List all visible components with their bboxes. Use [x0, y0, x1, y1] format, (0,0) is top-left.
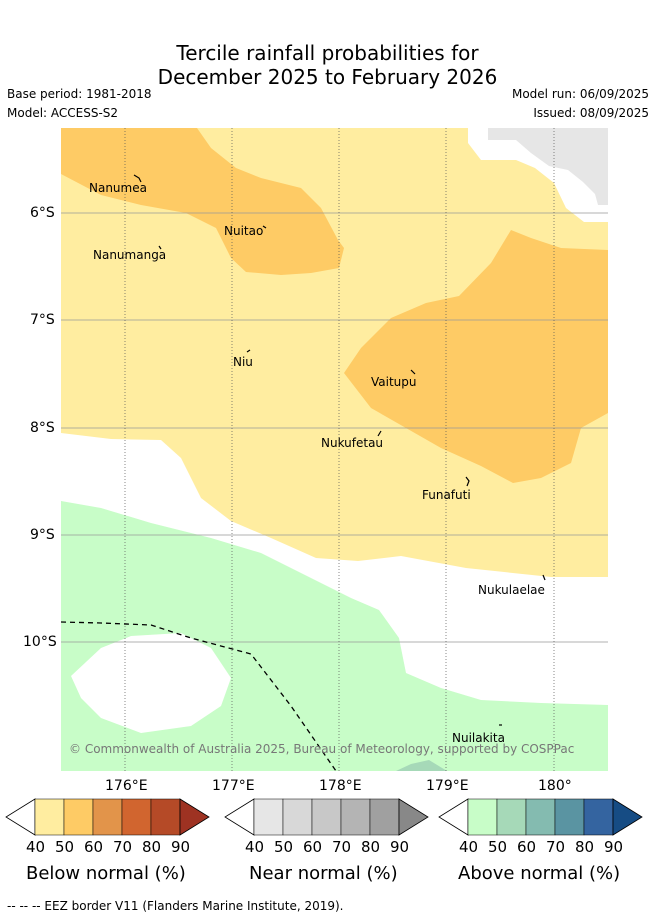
colorbar-near-upper-extend	[398, 798, 429, 836]
lon-label-178e: 178°E	[319, 778, 362, 794]
eez-border	[61, 621, 337, 771]
colorbar-above-lower-extend	[438, 798, 469, 836]
issued-date: Issued: 08/09/2025	[533, 106, 649, 120]
colorbar-near-tick-80: 80	[361, 838, 381, 856]
lat-label-8s: 8°S	[30, 420, 55, 436]
base-period: Base period: 1981-2018	[7, 87, 152, 101]
map-title-line2: December 2025 to February 2026	[157, 65, 498, 89]
near-normal-region	[488, 128, 608, 205]
lon-label-180: 180°	[538, 778, 572, 794]
lat-label-9s: 9°S	[30, 527, 55, 543]
model-run: Model run: 06/09/2025	[511, 87, 649, 101]
model-name: Model: ACCESS-S2	[7, 106, 119, 120]
island-label-nanumea: Nanumea	[89, 181, 147, 195]
colorbar-below-tick-70: 70	[113, 838, 133, 856]
colorbar-below-tick-60: 60	[84, 838, 104, 856]
colorbar-below-upper-extend	[179, 798, 210, 836]
copyright-notice: © Commonwealth of Australia 2025, Bureau…	[69, 742, 575, 756]
island-label-nuitao: Nuitao	[224, 224, 264, 238]
colorbar-near-lower-extend	[224, 798, 255, 836]
colorbar-below-segment-70	[121, 798, 152, 836]
colorbar-below-title: Below normal (%)	[26, 863, 186, 884]
lat-label-10s: 10°S	[23, 634, 57, 650]
colorbar-near-segment-80	[369, 798, 400, 836]
colorbar-above-title: Above normal (%)	[458, 863, 621, 884]
map-title-line1: Tercile rainfall probabilities for	[176, 41, 479, 65]
colorbar-near-title: Near normal (%)	[249, 863, 398, 884]
island-label-funafuti: Funafuti	[422, 488, 471, 502]
above-normal-50-region	[396, 760, 447, 771]
colorbar-above-upper-extend	[612, 798, 643, 836]
colorbar-below-normal	[5, 798, 210, 836]
no-signal-hole	[71, 633, 231, 733]
colorbar-near-normal	[224, 798, 429, 836]
colorbar-above-normal	[438, 798, 643, 836]
lon-label-179e: 179°E	[426, 778, 469, 794]
lon-label-177e: 177°E	[212, 778, 255, 794]
colorbar-below-tick-90: 90	[171, 838, 191, 856]
map-gridlines	[61, 128, 608, 771]
colorbar-above-segment-40	[467, 798, 498, 836]
colorbar-below-lower-extend	[5, 798, 36, 836]
colorbar-above-segment-70	[554, 798, 585, 836]
colorbar-above-tick-40: 40	[459, 838, 479, 856]
colorbar-near-segment-70	[340, 798, 371, 836]
colorbar-above-tick-60: 60	[517, 838, 537, 856]
colorbar-below-tick-40: 40	[26, 838, 46, 856]
lon-label-176e: 176°E	[105, 778, 148, 794]
colorbar-near-tick-70: 70	[332, 838, 352, 856]
island-label-vaitupu: Vaitupu	[371, 375, 417, 389]
island-label-nukufetau: Nukufetau	[321, 436, 384, 450]
colorbar-below-segment-80	[150, 798, 181, 836]
colorbar-near-tick-60: 60	[303, 838, 323, 856]
colorbar-above-tick-50: 50	[488, 838, 508, 856]
island-label-niu: Niu	[233, 355, 253, 369]
probability-map	[61, 128, 608, 771]
colorbar-below-segment-60	[92, 798, 123, 836]
colorbar-above-segment-60	[525, 798, 556, 836]
colorbar-above-tick-70: 70	[546, 838, 566, 856]
colorbar-above-tick-90: 90	[604, 838, 624, 856]
colorbar-near-segment-50	[282, 798, 313, 836]
colorbar-near-segment-60	[311, 798, 342, 836]
colorbar-above-tick-80: 80	[575, 838, 595, 856]
below-normal-50-north	[61, 128, 344, 275]
island-label-nanumanga: Nanumanga	[93, 248, 167, 262]
lat-label-6s: 6°S	[30, 205, 55, 221]
colorbar-below-tick-50: 50	[55, 838, 75, 856]
colorbar-near-tick-40: 40	[245, 838, 265, 856]
lat-label-7s: 7°S	[30, 312, 55, 328]
eez-legend-note: -- -- -- EEZ border V11 (Flanders Marine…	[7, 899, 344, 913]
colorbar-near-tick-50: 50	[274, 838, 294, 856]
colorbar-above-segment-50	[496, 798, 527, 836]
island-label-nukulaelae: Nukulaelae	[478, 583, 545, 597]
colorbar-near-segment-40	[253, 798, 284, 836]
colorbar-below-segment-50	[63, 798, 94, 836]
colorbar-below-segment-40	[34, 798, 65, 836]
below-normal-50-east	[344, 230, 608, 483]
colorbar-below-tick-80: 80	[142, 838, 162, 856]
island-label-nuilakita: Nuilakita	[452, 731, 505, 745]
colorbar-above-segment-80	[583, 798, 614, 836]
island-marks	[133, 174, 546, 726]
colorbar-near-tick-90: 90	[390, 838, 410, 856]
